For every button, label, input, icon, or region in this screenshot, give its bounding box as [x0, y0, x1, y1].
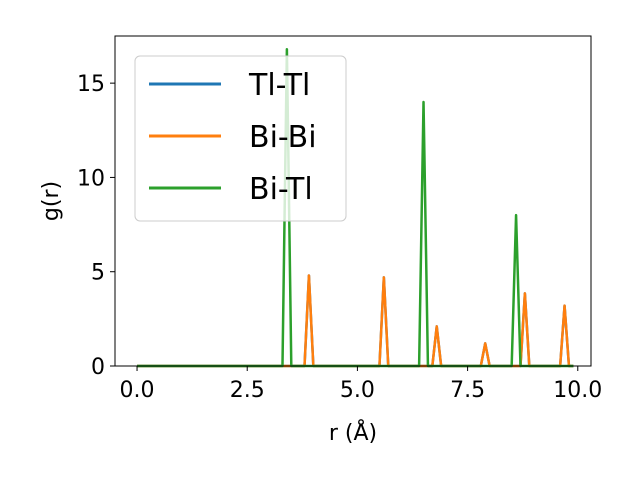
x-axis: 0.0 2.5 5.0 7.5 10.0 — [120, 366, 602, 403]
legend-box — [134, 55, 347, 222]
x-tick-label: 7.5 — [450, 378, 485, 403]
x-axis-label: r (Å) — [329, 419, 377, 446]
y-tick-label: 10 — [77, 166, 105, 191]
legend: Tl-Tl Bi-Bi Bi-Tl — [134, 55, 347, 222]
axes-frame — [114, 35, 592, 367]
y-tick-label: 5 — [91, 261, 105, 286]
x-tick-label: 2.5 — [230, 378, 265, 403]
legend-label: Bi-Bi — [249, 120, 317, 155]
x-tick-label: 10.0 — [553, 378, 602, 403]
legend-label: Bi-Tl — [249, 172, 313, 207]
x-tick-label: 5.0 — [340, 378, 375, 403]
y-axis: 0 5 10 15 — [77, 72, 115, 380]
legend-label: Tl-Tl — [248, 68, 310, 103]
y-tick-label: 15 — [77, 72, 105, 97]
y-tick-label: 0 — [91, 355, 105, 380]
y-axis-label: g(r) — [39, 181, 64, 221]
x-tick-label: 0.0 — [120, 378, 155, 403]
